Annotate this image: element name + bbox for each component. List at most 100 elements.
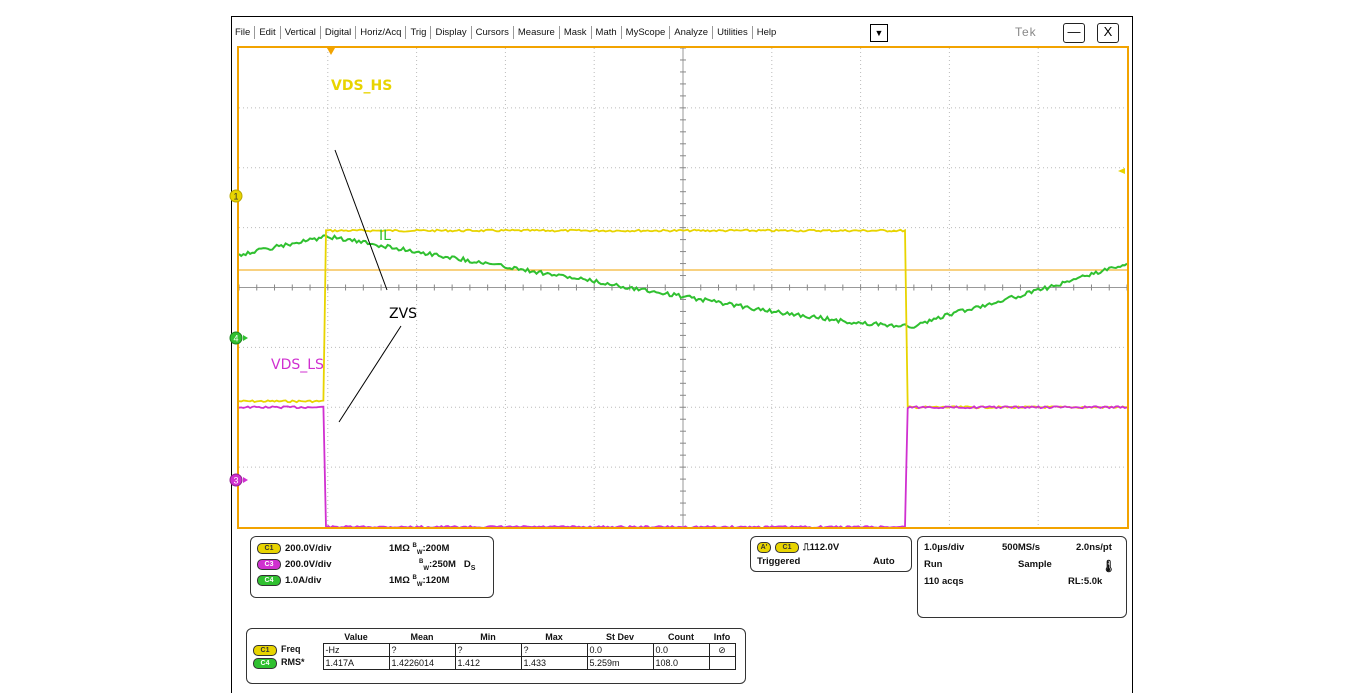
col-value: Value: [344, 632, 368, 642]
menu-analyze[interactable]: Analyze: [670, 25, 714, 39]
col-mean: Mean: [410, 632, 434, 642]
meas1-min: ?: [454, 643, 522, 657]
menu-display[interactable]: Display: [431, 25, 472, 39]
trace-il: [239, 234, 1127, 329]
ch3-bw-prefix: B: [419, 559, 424, 565]
ch1-marker[interactable]: 1: [229, 189, 243, 203]
col-info: Info: [713, 632, 731, 642]
meas2-badge: C4: [253, 657, 277, 669]
trigger-tag: A': [757, 542, 771, 553]
meas2-stdev: 5.259m: [586, 656, 654, 670]
meas2-count: 108.0: [652, 656, 710, 670]
record-length: RL:5.0k: [1068, 576, 1103, 587]
measurement-header-row: Value Mean Min Max St Dev Count Info: [251, 631, 735, 644]
time-resolution: 2.0ns/pt: [1076, 542, 1112, 553]
measurement-panel[interactable]: Value Mean Min Max St Dev Count Info C1 F…: [246, 628, 746, 684]
menu-digital[interactable]: Digital: [321, 25, 357, 39]
ch4-impedance: 1MΩ: [389, 575, 410, 587]
horizontal-scale: 1.0µs/div: [924, 542, 965, 553]
svg-text:3: 3: [233, 476, 238, 486]
thermometer-icon: 🌡: [1101, 559, 1117, 573]
acq-mode: Sample: [1018, 559, 1052, 570]
ch3-settings[interactable]: C3 200.0V/div: [257, 559, 331, 570]
ch3-marker[interactable]: 3: [229, 473, 248, 487]
acquisition-count: 110 acqs: [924, 576, 964, 587]
minimize-button[interactable]: —: [1063, 23, 1085, 43]
ch1-settings[interactable]: C1 200.0V/div: [257, 543, 331, 554]
ch4-bandwidth: :120M: [422, 575, 450, 587]
measurement-table: Value Mean Min Max St Dev Count Info C1 F…: [251, 631, 736, 670]
ch4-input: 1MΩ BW:120M: [389, 575, 449, 588]
trigger-status: Triggered: [757, 556, 801, 567]
menu-edit[interactable]: Edit: [255, 25, 281, 39]
ch4-marker[interactable]: 4: [229, 331, 248, 345]
meas2-mean: 1.4226014: [388, 656, 456, 670]
ch4-bw-prefix: B: [412, 575, 417, 581]
waveform-display[interactable]: VDS_HS IL ZVS VDS_LS: [237, 46, 1129, 529]
menu-vertical[interactable]: Vertical: [281, 25, 321, 39]
close-button[interactable]: X: [1097, 23, 1119, 43]
col-min: Min: [480, 632, 496, 642]
meas2-min: 1.412: [454, 656, 522, 670]
trigger-level: 112.0V: [809, 542, 840, 554]
menu-file[interactable]: File: [231, 25, 256, 39]
menu-math[interactable]: Math: [592, 25, 622, 39]
channel-settings-panel[interactable]: C1 200.0V/div 1MΩ BW:200M C3 200.0V/div BW…: [250, 536, 494, 598]
svg-text:4: 4: [233, 334, 238, 344]
trigger-panel[interactable]: A' C1 ⎍112.0V Triggered Auto: [750, 536, 912, 572]
menu-myscope[interactable]: MyScope: [622, 25, 671, 39]
ch3-input: BW:250M DS: [419, 559, 475, 572]
menu-mask[interactable]: Mask: [560, 25, 592, 39]
ch1-bandwidth: :200M: [422, 543, 450, 555]
menu-help[interactable]: Help: [756, 26, 777, 38]
menu-measure[interactable]: Measure: [514, 25, 560, 39]
menu-trig[interactable]: Trig: [406, 25, 432, 39]
channel-markers: 1 4 3: [229, 189, 248, 487]
trace-vds-ls: [239, 405, 1127, 527]
ch3-ds-label: D: [463, 559, 471, 571]
trigger-slope-icon: ⎍: [803, 542, 810, 554]
trigger-mode: Auto: [873, 556, 895, 567]
brand-logo: Tek: [1015, 25, 1037, 39]
scope-window: [231, 16, 1133, 693]
meas1-count: 0.0: [652, 643, 710, 657]
measurement-row[interactable]: C1 Freq -Hz ? ? ? 0.0 0.0 ⊘: [251, 643, 736, 657]
label-vds-ls: VDS_LS: [271, 357, 324, 373]
label-zvs: ZVS: [389, 306, 417, 322]
trigger-position-marker: [327, 48, 335, 55]
meas2-name: RMS*: [281, 657, 305, 668]
ch4-bw-sub: W: [416, 582, 423, 589]
meas1-max: ?: [520, 643, 588, 657]
measurement-row[interactable]: C4 RMS* 1.417A 1.4226014 1.412 1.433 5.25…: [251, 656, 736, 670]
meas1-name: Freq: [281, 644, 301, 655]
menu-cursors[interactable]: Cursors: [472, 25, 514, 39]
ch1-badge: C1: [257, 543, 281, 554]
menu-horiz-acq[interactable]: Horiz/Acq: [356, 25, 407, 39]
meas1-mean: ?: [388, 643, 456, 657]
meas1-value: -Hz: [322, 643, 390, 657]
ch4-badge: C4: [257, 575, 281, 586]
menu-utilities[interactable]: Utilities: [713, 25, 753, 39]
ch1-bw-prefix: B: [412, 543, 417, 549]
ch4-settings[interactable]: C4 1.0A/div: [257, 575, 321, 586]
ch3-ds-sub: S: [470, 565, 476, 573]
ch1-bw-sub: W: [416, 550, 423, 557]
trigger-source-badge: C1: [775, 542, 799, 553]
ch1-input: 1MΩ BW:200M: [389, 543, 449, 556]
menu-dropdown-button[interactable]: ▼: [870, 24, 888, 42]
meas1-badge: C1: [253, 644, 277, 656]
meas2-max: 1.433: [520, 656, 588, 670]
trigger-level-arrow: [1118, 168, 1125, 174]
ch3-bw-sub: W: [423, 566, 430, 573]
meas-info-icon[interactable]: ⊘: [708, 643, 736, 657]
col-stdev: St Dev: [605, 632, 634, 642]
ch3-scale: 200.0V/div: [285, 559, 332, 571]
meas1-stdev: 0.0: [586, 643, 654, 657]
horizontal-panel[interactable]: 1.0µs/div 500MS/s 2.0ns/pt Run Sample 🌡 …: [917, 536, 1127, 618]
meas2-info: [708, 656, 736, 670]
col-count: Count: [668, 632, 694, 642]
ch3-badge: C3: [257, 559, 281, 570]
sample-rate: 500MS/s: [1002, 542, 1041, 553]
ch1-impedance: 1MΩ: [389, 543, 410, 555]
graticule-grid: [239, 48, 1127, 527]
